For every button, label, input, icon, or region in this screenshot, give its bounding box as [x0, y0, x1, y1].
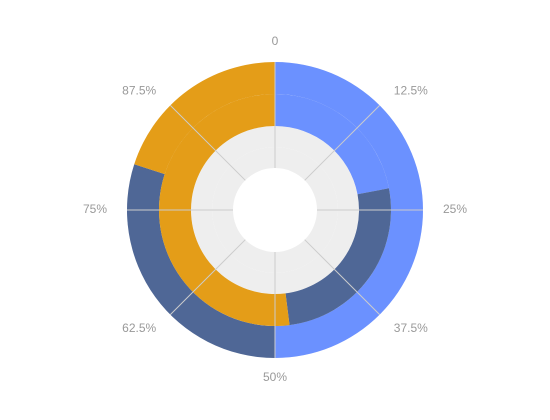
split-line-6	[169, 239, 246, 316]
ring-1-segment-2[interactable]	[126, 164, 276, 358]
ring-2-segment-2[interactable]	[285, 188, 391, 326]
ring-2-segment-3[interactable]	[159, 94, 290, 326]
angle-tick-label: 62.5%	[122, 321, 156, 335]
angle-tick-label: 25%	[443, 202, 467, 216]
angle-tick-label: 87.5%	[122, 83, 156, 97]
angle-tick-label: 50%	[263, 370, 287, 384]
ring-bars	[126, 62, 423, 358]
angle-tick-label: 75%	[83, 202, 107, 216]
angle-split-lines	[127, 62, 423, 358]
angle-tick-labels: 0 12.5% 25% 37.5% 50% 62.5% 75% 87.5%	[83, 34, 467, 384]
angle-tick-label: 0	[272, 34, 279, 48]
split-line-2	[304, 104, 381, 181]
ring-1-segment-3[interactable]	[134, 62, 275, 175]
split-line-8	[169, 104, 246, 181]
angle-tick-label: 37.5%	[394, 321, 428, 335]
ring-1-segment-1[interactable]	[275, 62, 423, 358]
angle-tick-label: 12.5%	[394, 83, 428, 97]
ring-2-segment-1[interactable]	[275, 94, 389, 195]
split-line-4	[304, 239, 381, 316]
